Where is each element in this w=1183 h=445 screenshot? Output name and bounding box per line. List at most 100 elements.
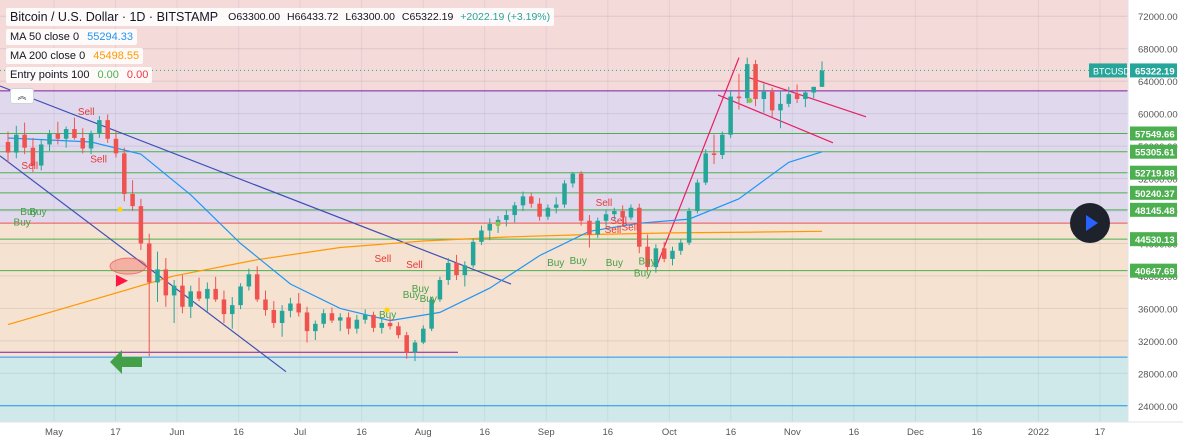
candle-body — [545, 207, 551, 217]
candle — [296, 292, 301, 317]
candle-body — [5, 142, 11, 153]
candle — [47, 129, 52, 151]
candle-body — [645, 246, 650, 267]
candle — [354, 314, 360, 334]
level-price-tag — [1130, 232, 1177, 247]
candle-body — [628, 207, 634, 218]
candle-body — [329, 313, 335, 321]
legend-symbol-row[interactable]: Bitcoin / U.S. Dollar · 1D · BITSTAMP O6… — [6, 8, 555, 26]
candle — [246, 268, 252, 291]
candle-body — [703, 153, 708, 183]
level-price-tag — [1130, 263, 1177, 278]
candle — [188, 285, 193, 319]
level-price-label: 52719.88 — [1135, 169, 1175, 180]
candle — [445, 258, 451, 285]
highlight-ellipse — [109, 257, 147, 275]
candle — [570, 172, 576, 188]
last-price-label: 65322.19 — [1135, 66, 1175, 77]
candle-body — [412, 342, 418, 353]
candle — [720, 131, 725, 160]
candle-body — [421, 328, 426, 343]
marker-dot — [747, 98, 753, 104]
candle-body — [263, 299, 268, 311]
legend-ma200-row[interactable]: MA 200 close 0 45498.55 — [6, 48, 144, 64]
level-price-label: 55305.61 — [1135, 148, 1175, 159]
candle-body — [371, 314, 376, 328]
level-price-label: 44530.13 — [1135, 235, 1175, 246]
collapse-legend-button[interactable]: ︽ — [10, 88, 34, 104]
candle — [562, 180, 567, 208]
symbol-title[interactable]: Bitcoin / U.S. Dollar · 1D · BITSTAMP — [10, 10, 219, 24]
candle-body — [744, 64, 750, 99]
candle-body — [653, 248, 659, 267]
price-tick-label: 28000.00 — [1138, 369, 1178, 380]
candle-body — [288, 303, 293, 311]
candle — [504, 210, 509, 227]
candle-body — [769, 91, 775, 111]
legend-ma50-row[interactable]: MA 50 close 0 55294.33 — [6, 29, 137, 45]
ohlc-values: O63300.00 H66433.72 L63300.00 C65322.19 … — [224, 11, 550, 23]
replay-play-button[interactable] — [1070, 203, 1110, 243]
time-tick-label: 16 — [356, 427, 367, 438]
time-tick-label: Nov — [784, 427, 801, 438]
time-tick-label: 16 — [849, 427, 860, 438]
signal-label-buy: Buy — [412, 284, 429, 295]
candle — [80, 128, 86, 154]
candle-body — [819, 70, 825, 87]
ma50-line — [7, 137, 823, 322]
candle-body — [620, 211, 625, 218]
red-arrow-icon — [116, 274, 128, 287]
candle — [138, 198, 144, 250]
candle — [113, 129, 119, 158]
candle-body — [313, 323, 318, 332]
signal-label-buy: Buy — [20, 207, 37, 218]
candle-body — [354, 319, 360, 329]
ohlc-close: C65322.19 — [401, 11, 454, 23]
signal-label-buy: Buy — [638, 257, 655, 268]
candle-body — [30, 147, 36, 166]
time-tick-label: 17 — [110, 427, 121, 438]
level-price-label: 48145.48 — [1135, 206, 1175, 217]
price-tick-label: 68000.00 — [1138, 45, 1178, 56]
signal-label-buy: Buy — [403, 290, 420, 301]
candle — [786, 86, 792, 108]
time-axis[interactable]: May 17 Jun 16 Jul 16 Aug 16 Sep 16 Oct 16 Nov 16 Dec 16… — [0, 421, 1183, 445]
signal-label-sell: Sell — [21, 161, 38, 172]
signal-label-sell: Sell — [622, 222, 639, 233]
candle-body — [221, 299, 227, 315]
candle — [479, 225, 484, 246]
candle-body — [753, 64, 758, 100]
candle-body — [47, 133, 52, 145]
price-tick-label: 36000.00 — [1138, 304, 1178, 315]
candle-body — [736, 96, 742, 99]
candle — [686, 207, 692, 246]
level-price-label: 57549.66 — [1135, 130, 1175, 141]
candle — [288, 297, 293, 318]
candle-body — [296, 303, 301, 313]
candles — [5, 57, 825, 362]
price-zone-2 — [0, 223, 1128, 358]
signal-label-sell: Sell — [596, 198, 613, 209]
candle — [429, 297, 434, 332]
candle — [22, 122, 27, 155]
candle — [778, 90, 783, 129]
candle — [462, 261, 468, 287]
candle — [105, 114, 110, 143]
candle — [379, 318, 385, 334]
candle — [678, 239, 684, 255]
time-tick-label: Aug — [415, 427, 432, 438]
candle — [88, 130, 94, 155]
candle — [163, 258, 169, 307]
candle-body — [437, 279, 443, 300]
ohlc-open: O63300.00 — [228, 11, 281, 23]
legend-entry-points-row[interactable]: Entry points 100 0.00 0.00 — [6, 67, 153, 83]
candle — [205, 282, 210, 312]
price-tick-label: 60000.00 — [1138, 110, 1178, 121]
ohlc-high: H66433.72 — [287, 11, 339, 23]
level-price-tag — [1130, 126, 1177, 141]
symbol-tag-label: BTCUSD — [1093, 66, 1131, 76]
candle-body — [504, 215, 509, 220]
candle — [628, 204, 634, 220]
price-axis[interactable]: 72000.0068000.0064000.0060000.0056000.00… — [1089, 0, 1183, 445]
